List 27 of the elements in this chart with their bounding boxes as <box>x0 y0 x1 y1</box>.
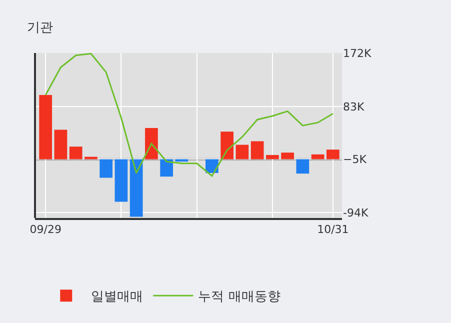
bar <box>69 146 82 160</box>
line-series <box>44 53 334 177</box>
x-tick-label: 10/31 <box>317 223 349 236</box>
y-tick-label: −5K <box>343 153 368 166</box>
legend-label: 일별매매 <box>91 290 144 305</box>
y-tick-label: 172K <box>343 46 372 60</box>
bar <box>145 128 158 160</box>
bar <box>114 159 128 202</box>
bar <box>311 154 324 160</box>
y-tick-label: -94K <box>343 206 369 220</box>
bar <box>326 150 340 160</box>
bar <box>39 95 52 160</box>
bar <box>250 141 264 160</box>
bar <box>100 159 113 178</box>
bar <box>296 159 310 174</box>
bar <box>160 159 173 177</box>
bar <box>130 159 143 217</box>
x-tick-label: 09/29 <box>30 223 62 236</box>
bar <box>281 152 294 160</box>
chart-title: 기관 <box>27 20 54 36</box>
bar <box>175 159 188 162</box>
y-tick-label: 83K <box>343 100 365 114</box>
bar <box>220 132 234 160</box>
bar <box>266 155 279 160</box>
bar <box>236 144 249 160</box>
legend-label: 누적 매매동향 <box>198 290 280 305</box>
bar <box>54 130 68 160</box>
